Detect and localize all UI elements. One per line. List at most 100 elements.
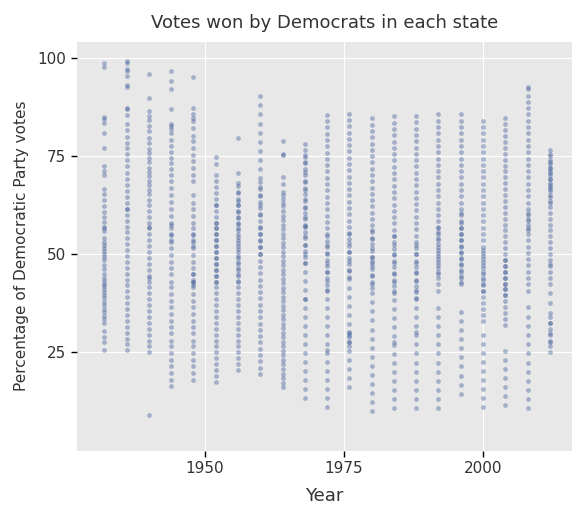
Point — [233, 169, 243, 177]
Point — [478, 281, 488, 290]
Point — [100, 227, 109, 236]
Point — [478, 376, 488, 384]
Point — [255, 119, 265, 128]
Point — [322, 304, 332, 312]
Point — [345, 272, 354, 281]
Point — [144, 301, 154, 309]
Point — [389, 207, 398, 215]
Point — [211, 242, 220, 250]
Point — [300, 196, 309, 204]
Point — [367, 316, 376, 324]
Point — [411, 304, 421, 312]
Point — [189, 323, 198, 331]
Point — [456, 236, 465, 244]
Point — [100, 297, 109, 306]
Point — [300, 304, 309, 312]
Point — [166, 85, 176, 93]
Point — [100, 346, 109, 354]
Point — [278, 198, 287, 207]
Point — [255, 313, 265, 321]
Point — [500, 197, 510, 205]
Point — [255, 250, 265, 258]
Point — [345, 331, 354, 339]
Point — [300, 313, 309, 321]
Point — [211, 378, 220, 386]
Point — [434, 135, 443, 144]
Point — [434, 192, 443, 200]
Point — [478, 305, 488, 313]
Point — [322, 167, 332, 175]
Point — [367, 307, 376, 316]
Point — [545, 279, 554, 288]
Point — [456, 271, 465, 280]
Point — [233, 201, 243, 209]
Point — [434, 255, 443, 263]
Point — [144, 295, 154, 304]
Point — [211, 295, 220, 304]
Point — [166, 159, 176, 168]
Point — [211, 201, 220, 209]
Point — [233, 236, 243, 244]
Point — [322, 394, 332, 402]
Point — [322, 130, 332, 138]
Point — [411, 340, 421, 349]
Point — [367, 362, 376, 370]
Point — [389, 338, 398, 346]
Point — [144, 242, 154, 250]
Point — [100, 113, 109, 121]
Point — [456, 161, 465, 169]
Point — [345, 256, 354, 265]
Point — [122, 311, 131, 319]
Point — [367, 127, 376, 135]
Point — [144, 307, 154, 315]
Point — [434, 269, 443, 278]
Point — [322, 285, 332, 294]
Point — [345, 192, 354, 200]
Point — [456, 236, 465, 244]
Point — [166, 231, 176, 239]
Point — [166, 211, 176, 220]
Point — [144, 145, 154, 153]
Point — [389, 286, 398, 295]
Point — [411, 181, 421, 189]
Point — [233, 195, 243, 203]
Point — [367, 262, 376, 270]
Point — [545, 226, 554, 235]
Point — [345, 248, 354, 256]
Point — [434, 240, 443, 249]
Point — [144, 190, 154, 198]
Point — [122, 133, 131, 141]
Point — [389, 188, 398, 196]
Point — [166, 342, 176, 350]
Point — [456, 209, 465, 217]
Point — [456, 260, 465, 268]
Point — [278, 243, 287, 251]
Point — [300, 222, 309, 230]
Point — [144, 107, 154, 116]
Point — [545, 244, 554, 252]
Point — [144, 127, 154, 135]
Point — [166, 122, 176, 130]
Point — [189, 230, 198, 239]
Point — [367, 259, 376, 267]
Point — [122, 57, 131, 65]
Point — [233, 220, 243, 228]
Point — [144, 278, 154, 286]
Point — [545, 193, 554, 201]
Point — [278, 151, 287, 159]
Point — [300, 184, 309, 192]
Point — [434, 304, 443, 312]
Point — [211, 278, 220, 286]
Point — [122, 258, 131, 266]
Point — [345, 374, 354, 383]
Point — [345, 185, 354, 194]
Point — [456, 129, 465, 138]
Point — [478, 167, 488, 175]
Point — [255, 256, 265, 265]
Point — [456, 249, 465, 257]
Point — [411, 259, 421, 267]
Point — [434, 234, 443, 242]
Point — [122, 211, 131, 219]
Point — [300, 221, 309, 229]
Point — [345, 229, 354, 238]
